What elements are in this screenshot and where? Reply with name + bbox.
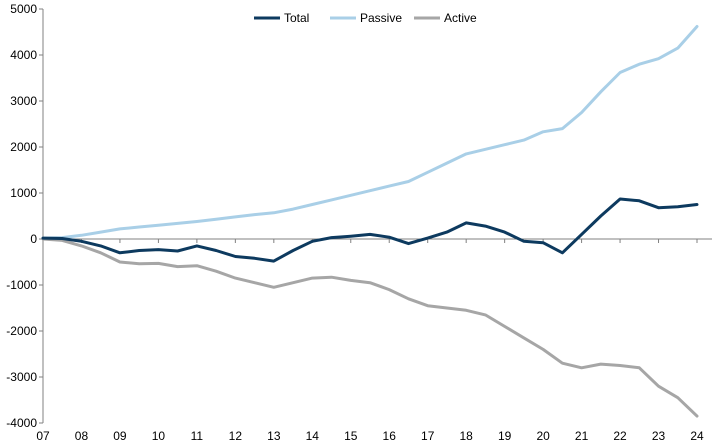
- y-tick-label: 2000: [10, 140, 37, 154]
- x-tick-label: 08: [75, 429, 89, 443]
- legend-label: Active: [444, 11, 477, 25]
- x-tick-label: 23: [652, 429, 666, 443]
- x-tick-label: 10: [152, 429, 166, 443]
- y-tick-label: 3000: [10, 94, 37, 108]
- legend-item-active: Active: [414, 11, 477, 25]
- legend-item-total: Total: [254, 11, 309, 25]
- x-tick-label: 11: [191, 429, 204, 443]
- x-tick-label: 21: [575, 429, 589, 443]
- y-tick-label: -3000: [6, 370, 37, 384]
- x-tick-label: 19: [498, 429, 512, 443]
- x-tick-label: 16: [383, 429, 397, 443]
- x-tick-label: 15: [344, 429, 358, 443]
- y-tick-label: -2000: [6, 324, 37, 338]
- x-tick-label: 13: [267, 429, 281, 443]
- y-tick-label: -4000: [6, 416, 37, 430]
- series-lines: [41, 25, 699, 418]
- x-tick-label: 24: [690, 429, 704, 443]
- x-tick-label: 17: [421, 429, 435, 443]
- x-axis: 07 08 09 10 11 12 13 14 15 16 17 18 19 20 21 22 23 24: [36, 238, 712, 443]
- series-line-total: [41, 197, 699, 263]
- legend-label: Passive: [360, 11, 402, 25]
- y-tick-label: -1000: [6, 278, 37, 292]
- legend: Total Passive Active: [254, 11, 477, 25]
- series-line-passive: [41, 25, 699, 240]
- x-tick-label: 12: [229, 429, 243, 443]
- x-tick-label: 18: [459, 429, 473, 443]
- y-tick-label: 0: [30, 232, 37, 246]
- y-axis: -4000 -3000 -2000 -1000 0 1000 2000 3000 4000 500…: [6, 2, 44, 430]
- y-tick-label: 5000: [10, 2, 37, 16]
- legend-item-passive: Passive: [330, 11, 402, 25]
- x-tick-label: 22: [613, 429, 627, 443]
- legend-label: Total: [284, 11, 309, 25]
- x-tick-label: 20: [536, 429, 550, 443]
- y-tick-label: 4000: [10, 48, 37, 62]
- x-tick-label: 14: [306, 429, 320, 443]
- x-tick-label: 07: [36, 429, 50, 443]
- x-tick-label: 09: [113, 429, 127, 443]
- series-line-active: [41, 237, 699, 418]
- y-tick-label: 1000: [10, 186, 37, 200]
